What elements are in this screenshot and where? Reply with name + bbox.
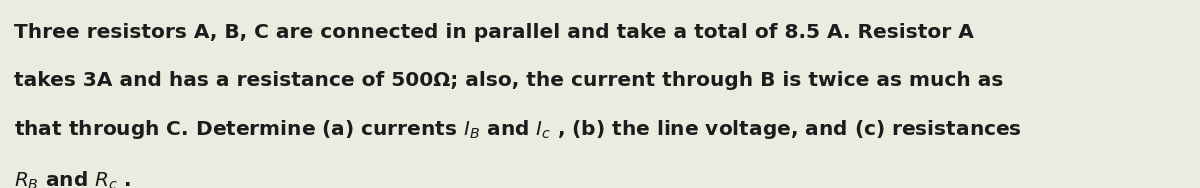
Text: $R_B$ and $R_c$ .: $R_B$ and $R_c$ .: [14, 169, 132, 188]
Text: Three resistors A, B, C are connected in parallel and take a total of 8.5 A. Res: Three resistors A, B, C are connected in…: [14, 23, 974, 42]
Text: that through C. Determine (a) currents $I_B$ and $I_c$ , (b) the line voltage, a: that through C. Determine (a) currents $…: [14, 118, 1022, 141]
Text: takes 3A and has a resistance of 500Ω; also, the current through B is twice as m: takes 3A and has a resistance of 500Ω; a…: [14, 71, 1003, 90]
